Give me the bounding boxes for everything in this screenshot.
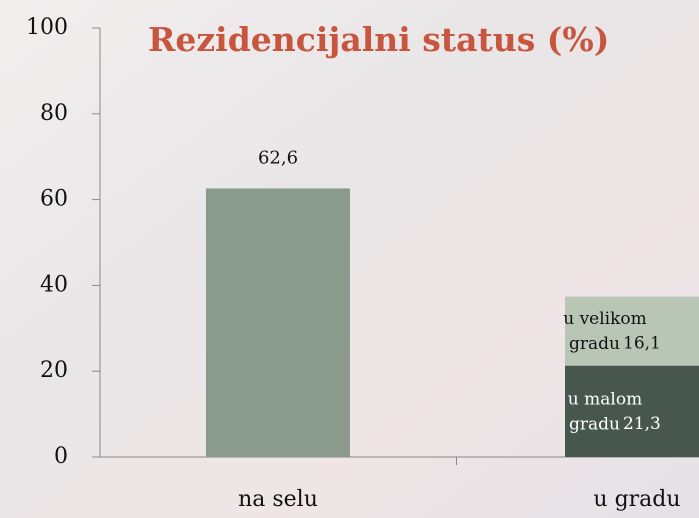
x-tick-label: na selu	[238, 487, 318, 512]
segment-name: u malom gradu	[568, 389, 642, 434]
value-label: 62,6	[258, 147, 298, 168]
y-tick-label: 20	[40, 358, 68, 383]
chart-title: Rezidencijalni status (%)	[148, 20, 609, 59]
bar-segment	[565, 296, 699, 366]
x-tick-label: u gradu	[593, 487, 680, 512]
value-label: 21,3	[623, 414, 661, 434]
value-label: 16,1	[623, 334, 661, 354]
bar-segment	[206, 188, 350, 458]
y-tick-label: 100	[26, 15, 68, 40]
y-tick-label: 80	[40, 101, 68, 126]
y-tick-label: 60	[40, 187, 68, 212]
y-tick-label: 0	[54, 444, 68, 469]
segment-name: u velikom gradu	[563, 309, 647, 354]
y-tick-label: 40	[40, 272, 68, 297]
bar-segment	[565, 365, 699, 457]
